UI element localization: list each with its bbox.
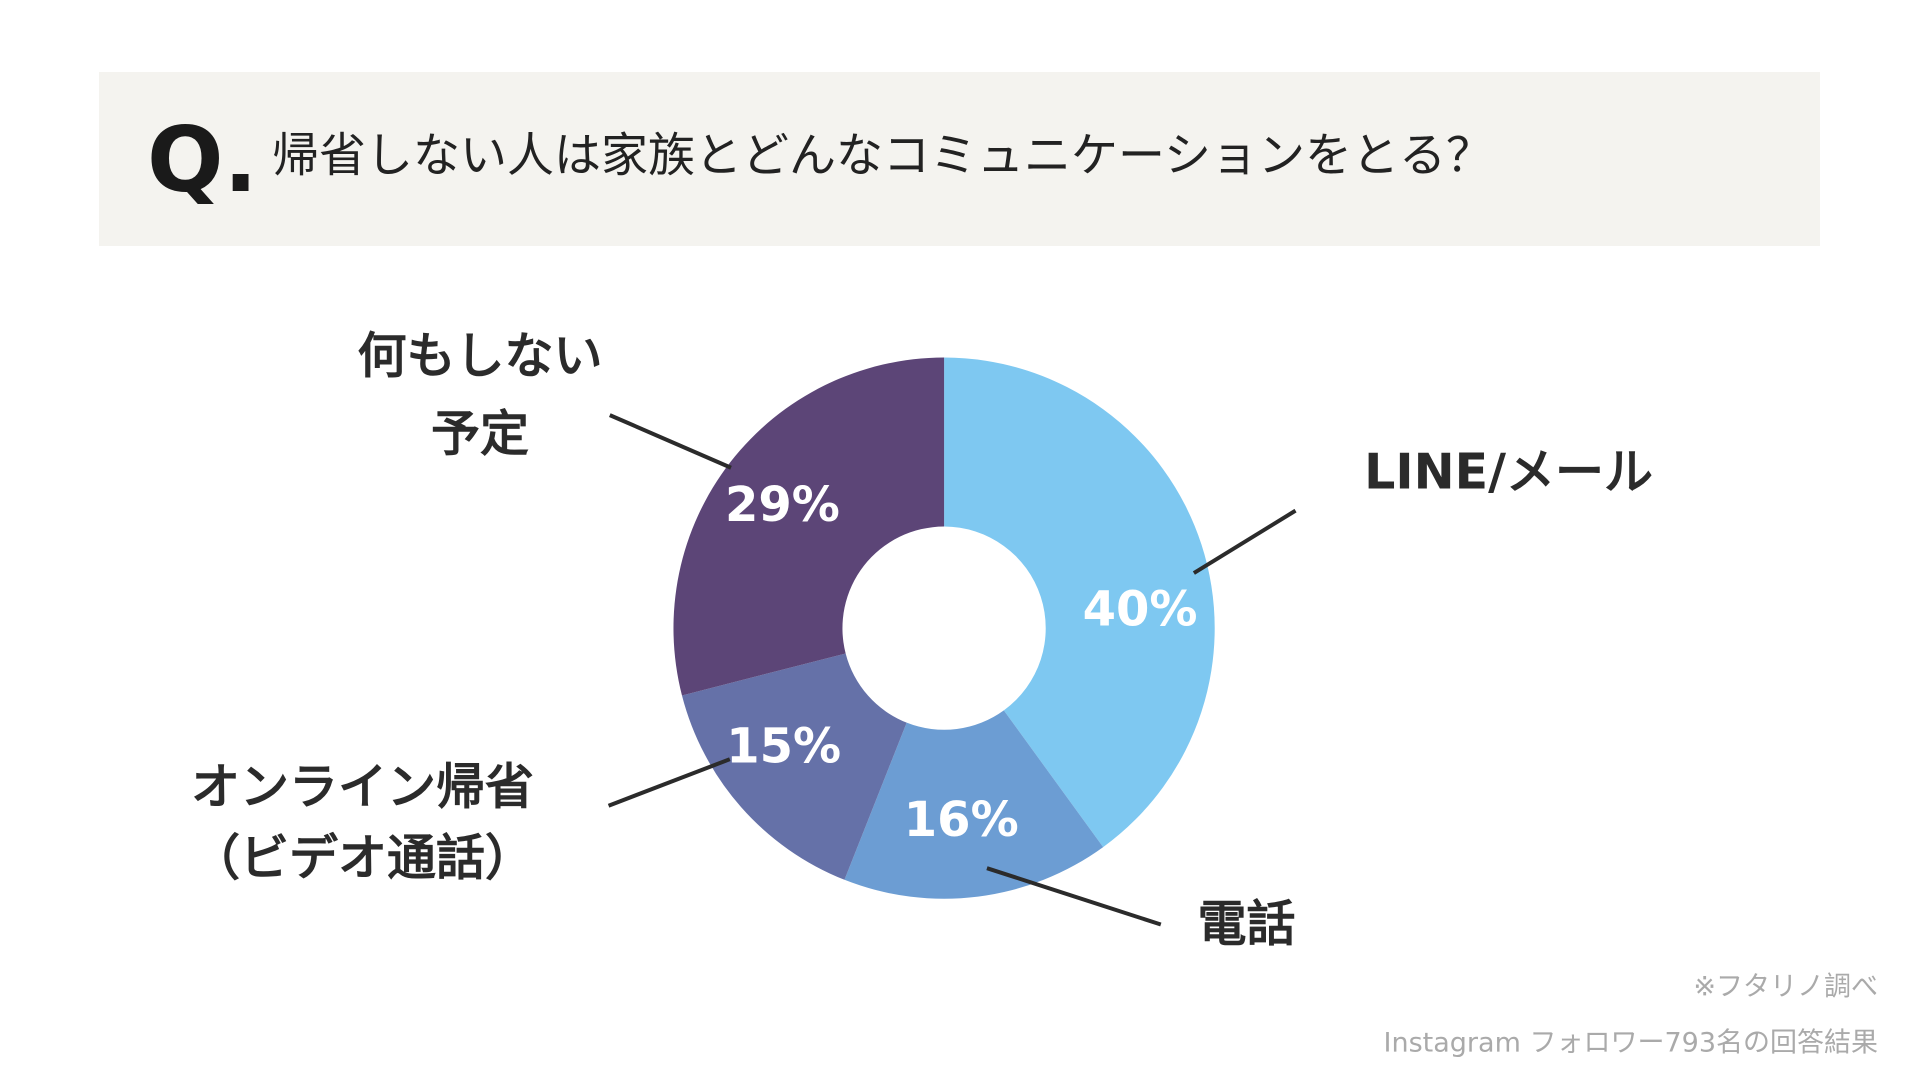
leader-line [986,866,1162,927]
donut-slice [844,710,1104,899]
leader-line [1192,508,1297,575]
category-label: 何もしない [357,327,602,384]
leader-line [609,413,732,470]
source-note: ※フタリノ調べ [1693,972,1878,1003]
chart-title: 帰省しない人は家族とどんなコミュニケーションをとる？ [272,129,1493,184]
category-label: オンライン帰省 [191,758,534,815]
donut-slice [673,357,945,696]
category-label: 予定 [431,406,529,463]
category-label: 電話 [1198,895,1296,952]
donut-slice [944,357,1215,848]
category-label: LINE/メール [1364,444,1653,501]
value-label: 29% [725,477,840,533]
footer-note: Instagram フォロワー793名の回答結果 [1384,1028,1878,1059]
question-prefix: Q. [147,108,258,213]
value-label: 16% [904,792,1019,848]
donut-slice [681,653,907,880]
value-label: 15% [726,718,841,774]
header-box [99,72,1820,246]
leader-line [607,757,731,808]
value-label: 40% [1083,581,1198,637]
category-label: （ビデオ通話） [191,829,534,886]
